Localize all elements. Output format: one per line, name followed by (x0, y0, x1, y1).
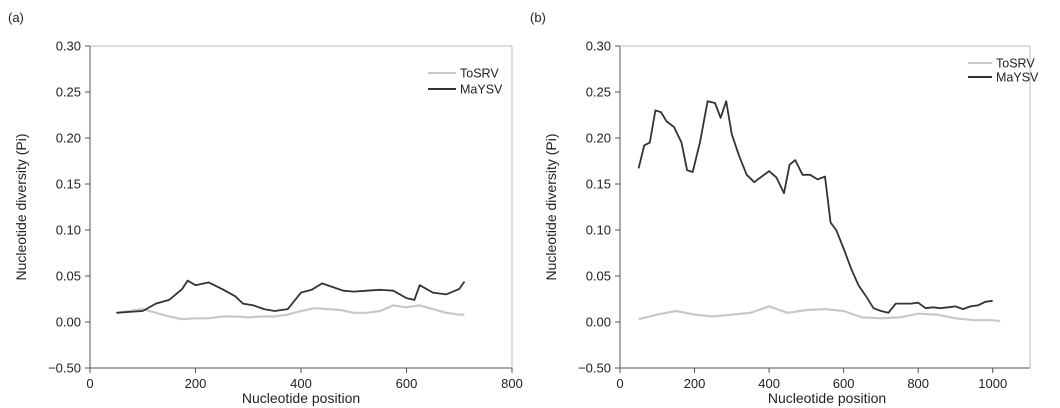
x-tick-label: 200 (185, 376, 207, 391)
y-tick-label: 0.30 (56, 39, 81, 54)
series-line-tosrv (638, 305, 1001, 323)
plot-area (116, 279, 466, 321)
legend-label: MaYSV (460, 83, 503, 97)
y-axis-label: Nucleotide diversity (Pi) (543, 133, 559, 280)
x-tick-label: 600 (833, 376, 855, 391)
y-tick-label: 0.15 (586, 177, 611, 192)
legend-label: MaYSV (996, 71, 1039, 85)
x-tick-label: 1000 (978, 376, 1007, 391)
y-tick-label: −0.50 (578, 361, 611, 376)
series-line-tosrv (116, 304, 465, 321)
x-tick-label: 400 (758, 376, 780, 391)
y-axis-label: Nucleotide diversity (Pi) (13, 133, 29, 280)
y-tick-label: 0.05 (586, 269, 611, 284)
series-line-maysv (116, 279, 466, 314)
axis-ticks: −0.50 0.00 0.05 0.10 0.15 0.20 0.25 0.30 0 200 400… (578, 39, 1007, 392)
y-tick-label: 0.25 (56, 85, 81, 100)
x-axis-label: Nucleotide position (768, 390, 886, 406)
plot-area (637, 100, 1001, 323)
y-tick-label: 0.00 (56, 315, 81, 330)
x-tick-label: 200 (684, 376, 706, 391)
x-tick-label: 400 (290, 376, 312, 391)
x-tick-label: 600 (396, 376, 418, 391)
panel-label: (b) (530, 10, 546, 25)
x-tick-label: 800 (907, 376, 929, 391)
panel-label: (a) (8, 10, 24, 25)
legend: ToSRV MaYSV (428, 67, 503, 97)
y-tick-label: −0.50 (48, 361, 81, 376)
y-tick-label: 0.15 (56, 177, 81, 192)
legend-label: ToSRV (460, 67, 499, 81)
axis-ticks: −0.50 0.00 0.05 0.10 0.15 0.20 0.25 0.30 0 200 400… (48, 39, 523, 392)
y-tick-label: 0.25 (586, 85, 611, 100)
x-tick-label: 0 (616, 376, 623, 391)
chart-panel-b: (b) −0.50 0.00 0.05 0.10 0.15 0.20 0.25 0.30 0 20… (530, 10, 1039, 406)
series-line-maysv (637, 100, 993, 314)
y-tick-label: 0.05 (56, 269, 81, 284)
y-tick-label: 0.00 (586, 315, 611, 330)
x-tick-label: 0 (86, 376, 93, 391)
y-tick-label: 0.20 (586, 131, 611, 146)
y-tick-label: 0.30 (586, 39, 611, 54)
y-tick-label: 0.10 (56, 223, 81, 238)
y-tick-label: 0.20 (56, 131, 81, 146)
x-tick-label: 800 (501, 376, 523, 391)
chart-panel-a: (a) −0.50 0.00 0.05 0.10 0.15 0.20 0.25 0.30 0 20… (8, 10, 523, 406)
y-tick-label: 0.10 (586, 223, 611, 238)
legend-label: ToSRV (996, 57, 1035, 71)
x-axis-label: Nucleotide position (242, 390, 360, 406)
